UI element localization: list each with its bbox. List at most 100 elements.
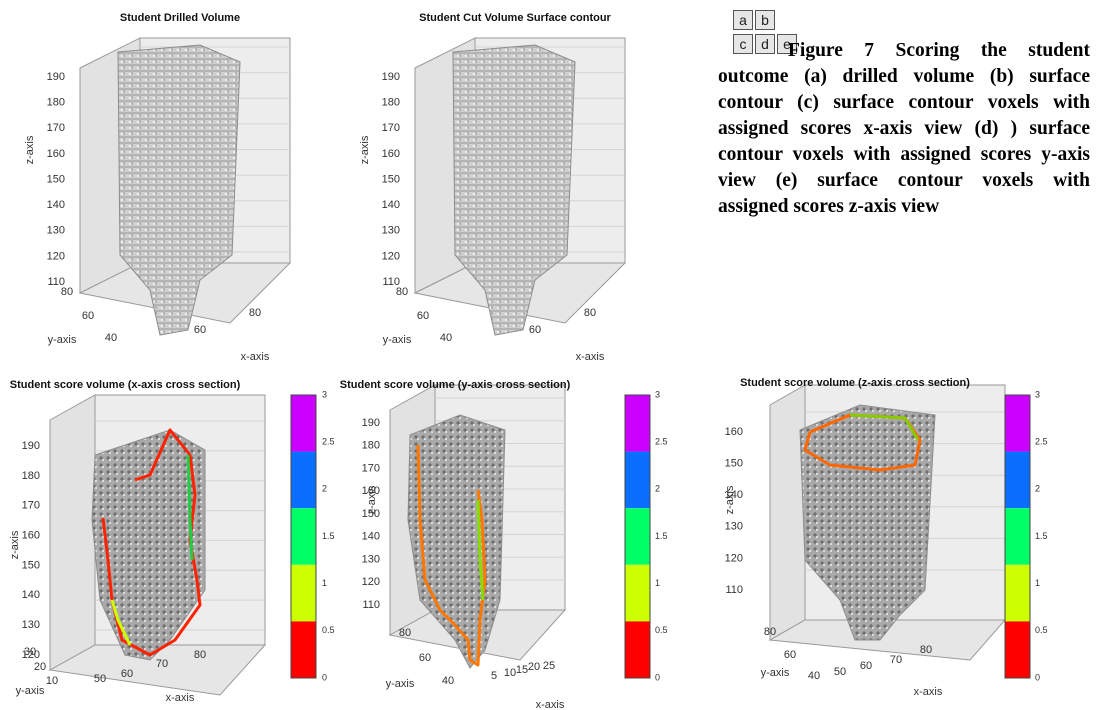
colorbar-segment <box>1005 395 1030 452</box>
panel-title: Student Drilled Volume <box>120 12 240 24</box>
z-tick-label: 110 <box>725 584 743 596</box>
colorbar-tick-label: 2 <box>655 484 660 494</box>
z-tick-label: 180 <box>22 470 40 482</box>
colorbar-segment <box>291 565 316 622</box>
z-tick-label: 190 <box>22 440 40 452</box>
x-tick-label: 60 <box>529 324 541 336</box>
z-tick-label: 110 <box>362 599 380 611</box>
x-tick-label: 80 <box>920 644 932 656</box>
panel-title: Student score volume (y-axis cross secti… <box>340 379 571 391</box>
colorbar-segment <box>625 508 650 565</box>
z-tick-label: 170 <box>382 122 400 134</box>
z-axis-label: z-axis <box>366 485 378 514</box>
x-tick-label: 80 <box>249 307 261 319</box>
z-tick-label: 160 <box>725 426 743 438</box>
z-tick-label: 150 <box>725 458 743 470</box>
colorbar-segment <box>1005 565 1030 622</box>
colorbar-tick-label: 1.5 <box>322 531 335 541</box>
z-tick-label: 130 <box>47 225 65 237</box>
z-tick-label: 140 <box>382 199 400 211</box>
x-axis-label: x-axis <box>576 351 605 363</box>
y-tick-label: 40 <box>808 670 820 682</box>
z-tick-label: 140 <box>22 589 40 601</box>
z-tick-label: 160 <box>382 148 400 160</box>
colorbar-segment <box>1005 452 1030 509</box>
z-tick-label: 130 <box>362 553 380 565</box>
side-wall <box>770 385 805 640</box>
y-tick-label: 60 <box>784 649 796 661</box>
x-axis-label: x-axis <box>536 699 565 710</box>
colorbar-segment <box>625 565 650 622</box>
y-axis-label: y-axis <box>386 678 415 690</box>
y-tick-label: 60 <box>419 652 431 664</box>
z-tick-label: 120 <box>725 552 743 564</box>
colorbar-tick-label: 2.5 <box>1035 437 1048 447</box>
z-tick-label: 150 <box>47 173 65 185</box>
z-tick-label: 190 <box>362 417 380 429</box>
y-tick-label: 80 <box>61 286 73 298</box>
colorbar-tick-label: 0.5 <box>322 625 335 635</box>
x-tick-label: 5 <box>491 670 497 682</box>
y-tick-label: 40 <box>440 332 452 344</box>
z-tick-label: 190 <box>382 71 400 83</box>
z-axis-label: z-axis <box>359 135 371 164</box>
y-tick-label: 20 <box>34 661 46 673</box>
y-tick-label: 40 <box>105 332 117 344</box>
y-tick-label: 80 <box>399 627 411 639</box>
caption: Figure 7 Scoring the student outcome (a)… <box>718 38 1090 220</box>
colorbar-segment <box>291 621 316 678</box>
x-tick-label: 80 <box>194 649 206 661</box>
colorbar-tick-label: 0 <box>322 672 327 682</box>
x-tick-label: 10 <box>504 667 516 679</box>
colorbar-segment <box>625 395 650 452</box>
colorbar-tick-label: 2.5 <box>322 437 335 447</box>
z-axis-label: z-axis <box>9 530 21 559</box>
x-tick-label: 60 <box>194 324 206 336</box>
colorbar-tick-label: 1 <box>1035 578 1040 588</box>
colorbar-segment <box>625 452 650 509</box>
z-tick-label: 130 <box>382 225 400 237</box>
panel-letter: b <box>755 10 775 30</box>
y-tick-label: 10 <box>46 675 58 687</box>
x-tick-label: 60 <box>121 668 133 680</box>
z-tick-label: 140 <box>362 531 380 543</box>
colorbar-tick-label: 0.5 <box>1035 625 1048 635</box>
colorbar-segment <box>1005 508 1030 565</box>
z-tick-label: 180 <box>362 440 380 452</box>
x-tick-label: 50 <box>94 673 106 685</box>
colorbar-segment <box>291 452 316 509</box>
panel-title: Student Cut Volume Surface contour <box>419 12 611 24</box>
z-tick-label: 130 <box>22 619 40 631</box>
y-tick-label: 80 <box>764 626 776 638</box>
x-tick-label: 60 <box>860 660 872 672</box>
side-wall <box>50 395 95 670</box>
x-tick-label: 50 <box>834 666 846 678</box>
colorbar-segment <box>291 508 316 565</box>
z-tick-label: 180 <box>382 97 400 109</box>
colorbar-tick-label: 3 <box>322 389 327 399</box>
colorbar-tick-label: 3 <box>655 389 660 399</box>
colorbar-segment <box>1005 621 1030 678</box>
z-axis-label: z-axis <box>24 135 36 164</box>
z-tick-label: 150 <box>22 559 40 571</box>
y-axis-label: y-axis <box>16 685 45 697</box>
z-tick-label: 120 <box>362 576 380 588</box>
panel-title: Student score volume (x-axis cross secti… <box>10 379 241 391</box>
colorbar-tick-label: 1.5 <box>1035 531 1048 541</box>
colorbar-segment <box>625 621 650 678</box>
colorbar-tick-label: 0.5 <box>655 625 668 635</box>
panel-letter: a <box>733 10 753 30</box>
colorbar-tick-label: 2 <box>322 484 327 494</box>
z-tick-label: 140 <box>47 199 65 211</box>
x-tick-label: 70 <box>890 654 902 666</box>
z-tick-label: 160 <box>47 148 65 160</box>
colorbar-tick-label: 2 <box>1035 484 1040 494</box>
z-tick-label: 170 <box>362 462 380 474</box>
y-axis-label: y-axis <box>761 667 790 679</box>
z-tick-label: 170 <box>22 500 40 512</box>
colorbar-tick-label: 1 <box>322 578 327 588</box>
figure-page: 190180170160150140130120110Student Drill… <box>0 0 1099 710</box>
